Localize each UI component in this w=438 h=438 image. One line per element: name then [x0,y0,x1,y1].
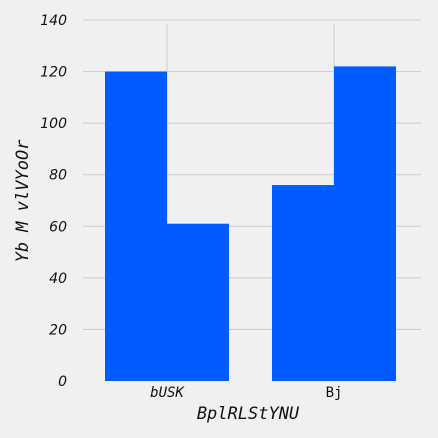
bar-series0-Bj [272,185,334,381]
x-tick-labels: bUSK Bj [150,385,342,401]
y-tick-label: 120 [40,65,67,81]
y-tick-label: 80 [49,168,67,184]
bar-series1-Bj [334,66,396,382]
x-tick-label: Bj [326,385,343,401]
x-axis-label: BplRLStYNU [197,404,300,424]
y-tick-labels: 0 20 40 60 80 100 120 140 [40,13,67,390]
y-tick-label: 0 [58,374,67,390]
y-tick-label: 140 [40,13,67,29]
x-tick-label: bUSK [150,385,185,401]
y-tick-label: 40 [49,271,67,287]
y-axis-label: Yb M vlVYoOr [13,139,33,263]
y-tick-label: 20 [49,322,67,338]
y-tick-label: 60 [49,219,67,235]
y-tick-label: 100 [40,116,67,132]
bars [105,66,396,382]
bar-series1-bUSK [167,223,229,381]
bar-series0-bUSK [105,71,167,382]
